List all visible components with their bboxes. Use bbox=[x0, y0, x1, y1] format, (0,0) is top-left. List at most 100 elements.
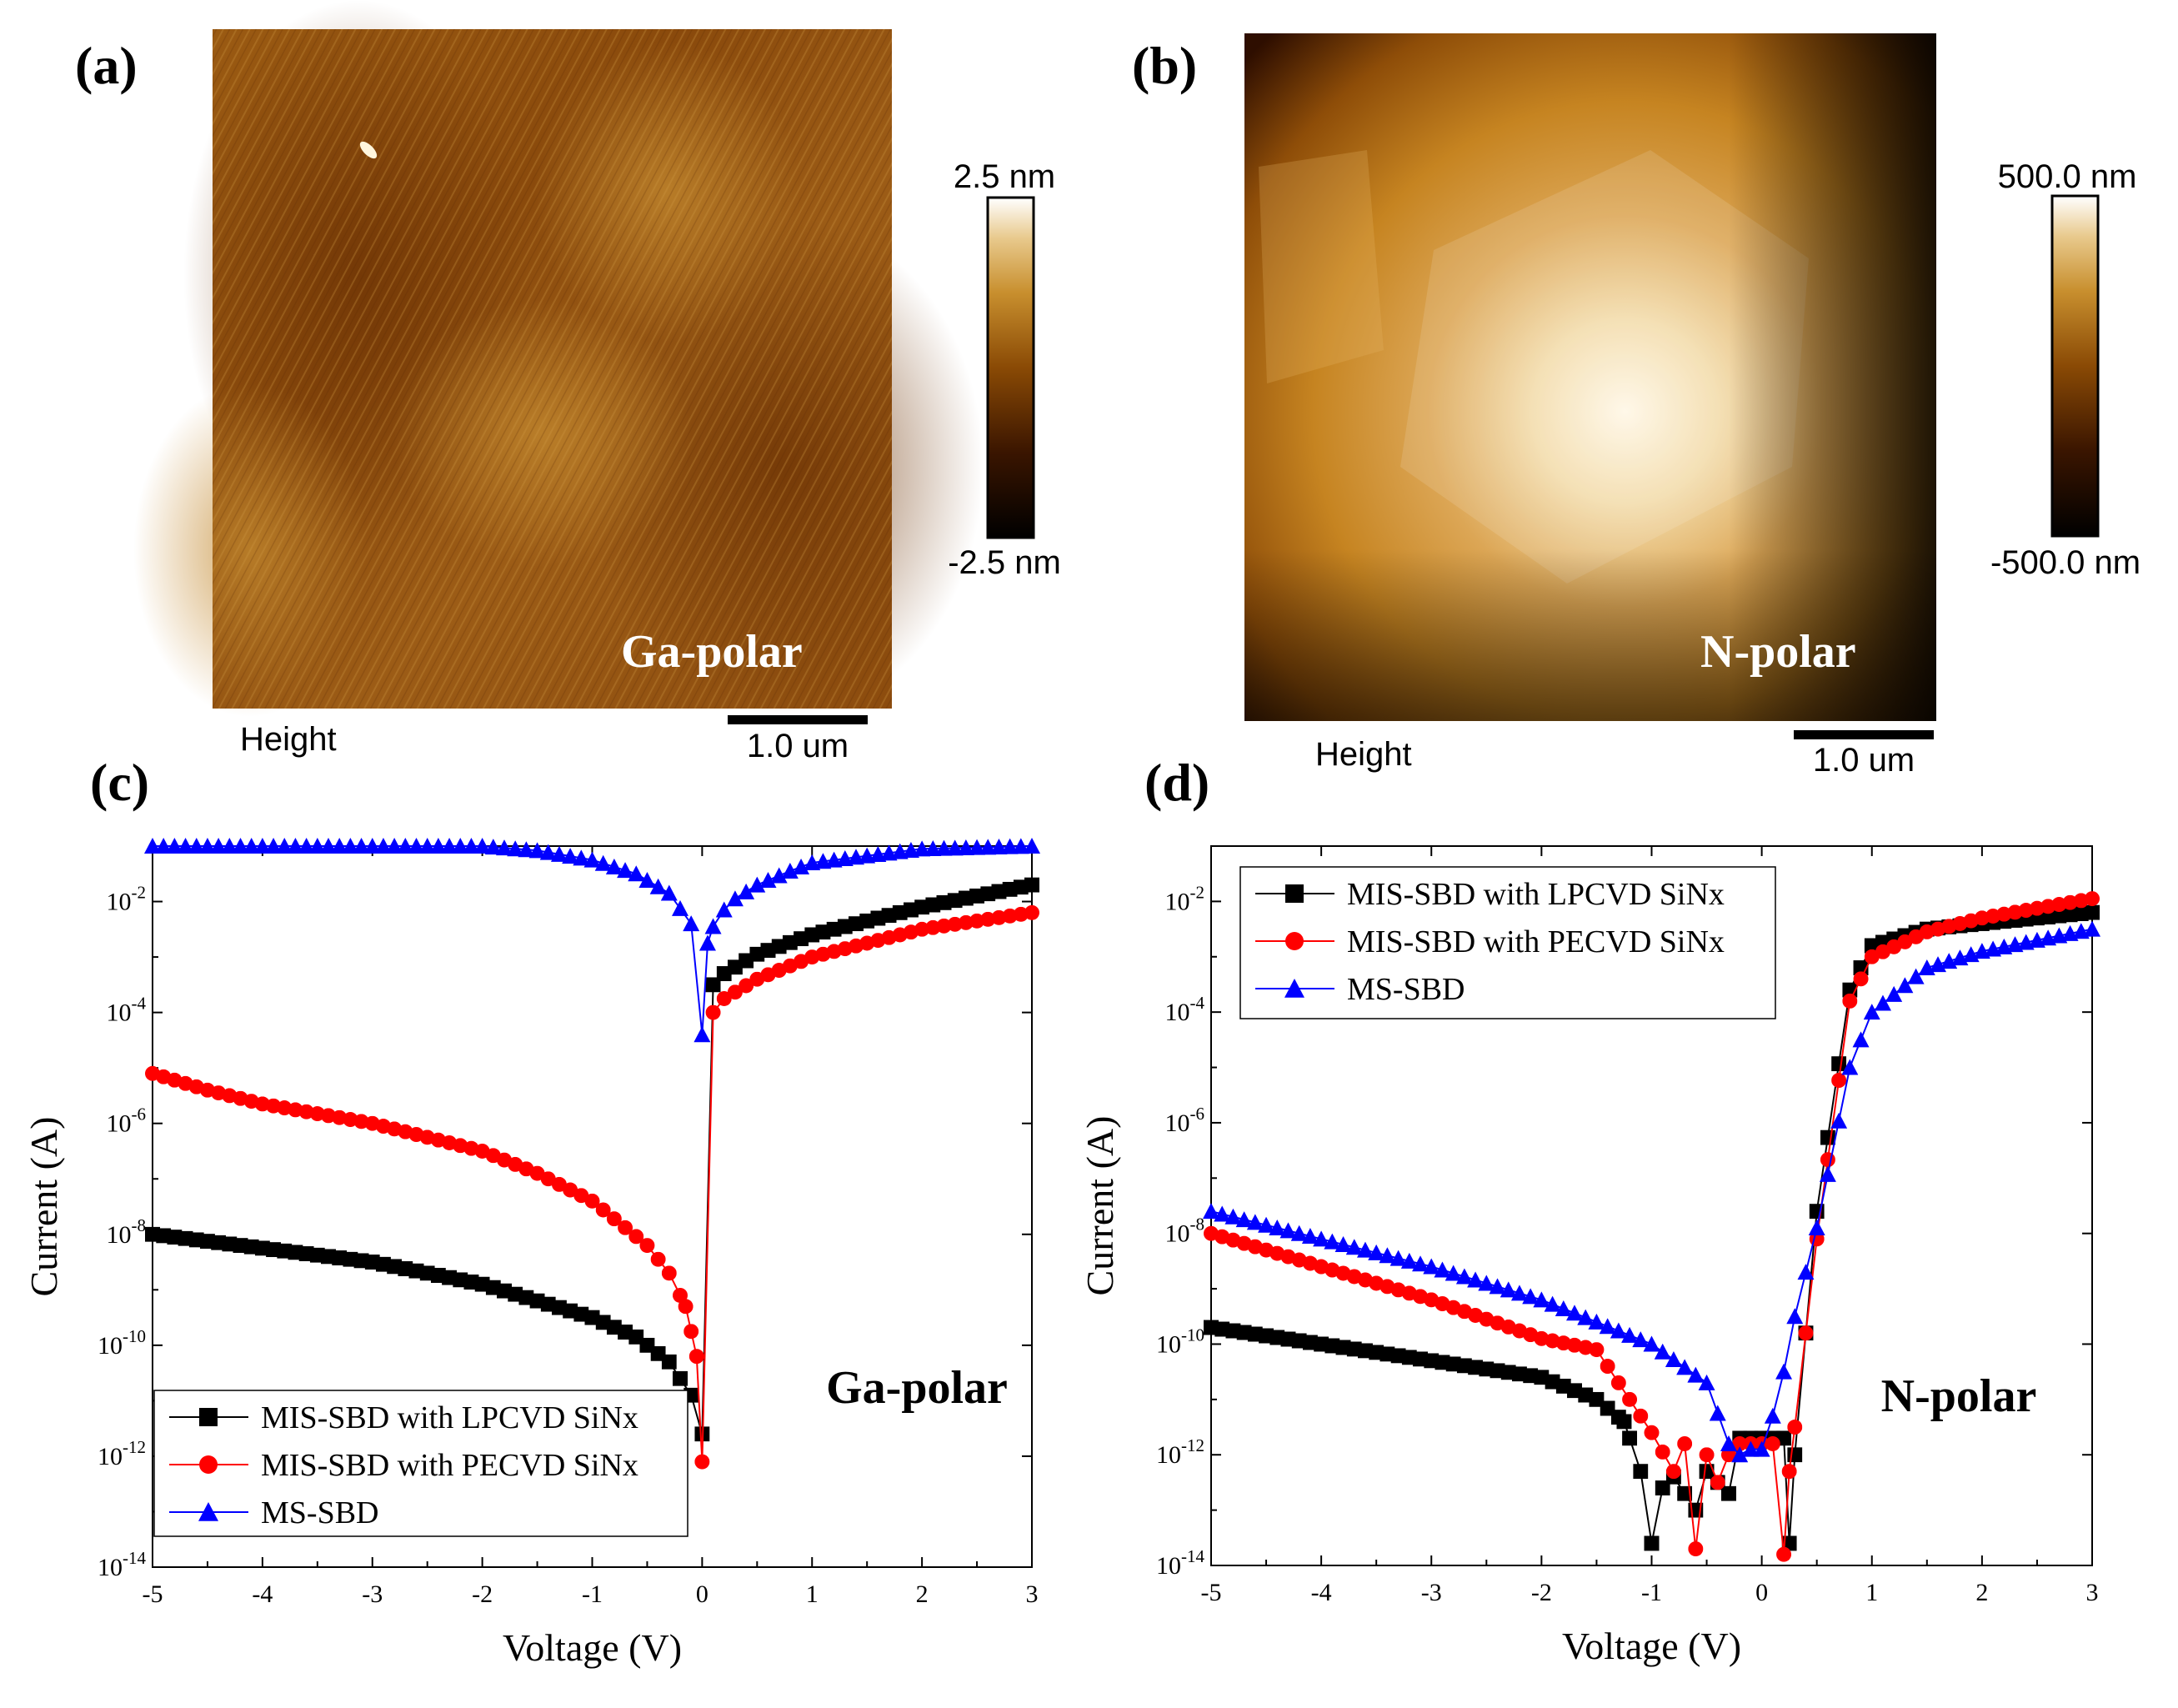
data-point bbox=[1820, 1129, 1835, 1145]
panel-b: (b) N-polar Height 1.0 um 500.0 nm -500.… bbox=[1132, 33, 2140, 779]
y-tick-label: 10-14 bbox=[1156, 1546, 1204, 1580]
data-point bbox=[705, 1004, 721, 1020]
series-triangle bbox=[144, 838, 1040, 1043]
y-tick-label: 10-2 bbox=[1165, 882, 1205, 915]
data-point bbox=[1798, 1325, 1814, 1341]
panel-c: (c) -5 -4 -3 -2 -1 0 1 2 310-210-410-610-810-101… bbox=[23, 753, 1040, 1669]
data-point bbox=[1600, 1359, 1615, 1375]
x-axis-label: Voltage (V) bbox=[503, 1626, 682, 1669]
legend-label: MS-SBD bbox=[1347, 972, 1465, 1007]
data-point bbox=[1710, 1475, 1725, 1490]
data-point bbox=[1677, 1435, 1693, 1451]
channel-label-a: Height bbox=[240, 721, 337, 758]
scale-bar-label-a: 1.0 um bbox=[747, 728, 849, 764]
legend-marker bbox=[199, 1455, 218, 1474]
data-point bbox=[1633, 1408, 1649, 1424]
data-point bbox=[673, 1370, 688, 1386]
colorbar-a-max: 2.5 nm bbox=[954, 158, 1055, 195]
data-point bbox=[678, 1299, 693, 1315]
series-square bbox=[145, 877, 1039, 1442]
legend-marker bbox=[199, 1408, 218, 1426]
data-point bbox=[1589, 1342, 1605, 1358]
data-point bbox=[2085, 891, 2100, 907]
panel-c-letter: (c) bbox=[90, 753, 149, 812]
x-tick-label: -5 bbox=[143, 1580, 163, 1608]
y-tick-label: 10-6 bbox=[1165, 1104, 1205, 1137]
panel-b-letter: (b) bbox=[1132, 36, 1197, 95]
data-point bbox=[1622, 1391, 1638, 1407]
legend-marker bbox=[1285, 932, 1304, 950]
panel-d: (d) -5 -4 -3 -2 -1 0 1 2 310-210-410-610-810-101… bbox=[1079, 753, 2100, 1667]
y-axis-ticks: 10-2 10-4 10-6 10-8 10-10 10-12 10-14 bbox=[98, 845, 1032, 1581]
y-tick-label: 10-2 bbox=[107, 883, 147, 916]
y-tick-label: 10-10 bbox=[98, 1326, 146, 1360]
panel-a-letter: (a) bbox=[75, 36, 138, 95]
data-point bbox=[1765, 1435, 1780, 1451]
legend-label: MIS-SBD with LPCVD SiNx bbox=[1347, 877, 1725, 912]
data-point bbox=[1644, 1425, 1660, 1440]
data-point bbox=[1622, 1430, 1638, 1446]
colorbar-b: 500.0 nm -500.0 nm bbox=[1990, 158, 2140, 581]
y-tick-label: 10-6 bbox=[107, 1104, 147, 1138]
y-tick-label: 10-8 bbox=[1165, 1215, 1205, 1248]
data-point bbox=[1831, 1056, 1847, 1072]
y-tick-label: 10-4 bbox=[1165, 993, 1205, 1026]
x-tick-label: 0 bbox=[1755, 1579, 1768, 1606]
data-point bbox=[1776, 1546, 1792, 1562]
series-triangle bbox=[1203, 920, 2100, 1463]
y-tick-label: 10-8 bbox=[107, 1215, 147, 1249]
y-tick-label: 10-12 bbox=[1156, 1435, 1204, 1469]
data-point bbox=[1787, 1420, 1803, 1435]
x-tick-label: 0 bbox=[696, 1580, 708, 1608]
y-tick-label: 10-10 bbox=[1156, 1325, 1204, 1358]
x-tick-label: 2 bbox=[1975, 1579, 1988, 1606]
x-axis-label: Voltage (V) bbox=[1562, 1625, 1741, 1667]
iv-chart-ga-polar: -5 -4 -3 -2 -1 0 1 2 3 10-2 10-4 10-6 10-8 10-10 10-12… bbox=[23, 838, 1040, 1669]
y-tick-label: 10-12 bbox=[98, 1437, 146, 1470]
x-tick-label: -1 bbox=[1641, 1579, 1662, 1606]
data-point bbox=[1781, 1464, 1797, 1480]
y-tick-label: 10-14 bbox=[98, 1548, 146, 1581]
afm-image-ga-polar bbox=[133, 0, 984, 717]
data-point bbox=[1820, 1152, 1835, 1168]
data-point bbox=[1688, 1541, 1704, 1557]
data-point bbox=[1616, 1414, 1632, 1430]
x-tick-label: -2 bbox=[472, 1580, 493, 1608]
x-tick-label: 2 bbox=[916, 1580, 929, 1608]
afm-image-n-polar bbox=[1244, 33, 1936, 721]
x-tick-label: -3 bbox=[362, 1580, 383, 1608]
y-axis-ticks: 10-2 10-4 10-6 10-8 10-10 10-12 10-14 bbox=[1156, 845, 2092, 1580]
x-tick-label: 1 bbox=[1865, 1579, 1878, 1606]
colorbar-a: 2.5 nm -2.5 nm bbox=[948, 158, 1061, 581]
data-point bbox=[1633, 1464, 1649, 1480]
data-point bbox=[1720, 1485, 1736, 1501]
data-point bbox=[1699, 1447, 1715, 1463]
x-tick-label: -4 bbox=[252, 1580, 273, 1608]
x-tick-label: -3 bbox=[1421, 1579, 1442, 1606]
data-point bbox=[661, 1354, 677, 1370]
data-point bbox=[661, 1265, 677, 1281]
scale-bar-b bbox=[1794, 730, 1934, 739]
scale-bar-a bbox=[728, 715, 868, 724]
legend-label: MIS-SBD with LPCVD SiNx bbox=[261, 1400, 638, 1435]
colorbar-b-min: -500.0 nm bbox=[1990, 544, 2140, 581]
series-square bbox=[1204, 904, 2100, 1551]
panel-a: (a) Ga-polar Height 1.0 um 2.5 nm -2.5 n… bbox=[75, 0, 1061, 764]
data-point bbox=[650, 1251, 666, 1267]
legend-marker bbox=[1285, 884, 1304, 903]
data-point bbox=[1024, 877, 1039, 893]
iv-chart-n-polar: -5 -4 -3 -2 -1 0 1 2 3 10-2 10-4 10-6 10-8 10-10 10-12… bbox=[1079, 845, 2100, 1667]
x-tick-label: 1 bbox=[806, 1580, 819, 1608]
sample-label-n-polar: N-polar bbox=[1700, 626, 1856, 678]
channel-label-b: Height bbox=[1315, 736, 1412, 773]
data-point bbox=[2085, 904, 2100, 920]
data-point bbox=[1024, 904, 1039, 920]
data-point bbox=[1655, 1444, 1670, 1460]
x-tick-label: -2 bbox=[1531, 1579, 1552, 1606]
x-tick-label: -1 bbox=[582, 1580, 603, 1608]
data-point bbox=[1644, 1535, 1660, 1551]
data-point bbox=[1853, 971, 1869, 987]
legend-box bbox=[1239, 866, 1776, 1019]
panel-d-letter: (d) bbox=[1144, 753, 1209, 812]
